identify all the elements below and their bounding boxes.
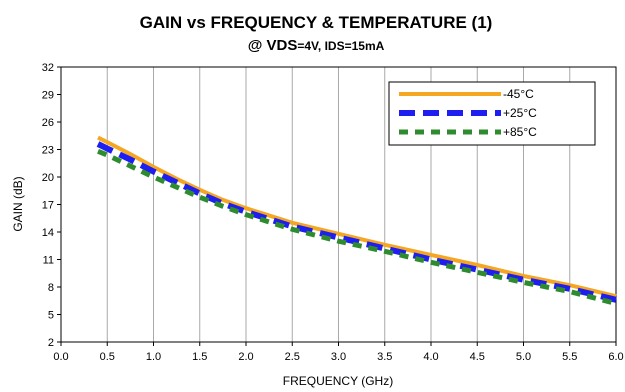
x-axis-label: FREQUENCY (GHz) [283, 374, 393, 388]
x-tick-label: 5.5 [562, 351, 577, 363]
x-tick-label: 5.0 [516, 351, 531, 363]
y-tick-label: 29 [42, 90, 54, 102]
y-tick-label: 17 [42, 200, 54, 212]
legend-label: +25°C [503, 106, 537, 120]
x-tick-label: 0.0 [53, 351, 68, 363]
x-tick-label: 4.5 [470, 351, 485, 363]
series-line-2 [96, 141, 617, 303]
x-tick-label: 1.0 [146, 351, 161, 363]
series-line-1 [97, 135, 617, 299]
chart-title: GAIN vs FREQUENCY & TEMPERATURE (1) [140, 13, 493, 32]
chart-subtitle-suffix: =4V, IDS=15mA [297, 39, 384, 53]
y-tick-label: 20 [42, 172, 54, 184]
x-tick-label: 3.0 [331, 351, 346, 363]
chart-subtitle-prefix: @ VDS [248, 37, 298, 54]
y-axis-label: GAIN (dB) [11, 176, 25, 231]
x-tick-label: 2.5 [285, 351, 300, 363]
legend-label: +85°C [503, 125, 537, 139]
legend-label: -45°C [503, 87, 534, 101]
y-tick-label: 11 [43, 255, 54, 267]
y-tick-label: 23 [42, 145, 54, 157]
y-tick-label: 32 [42, 62, 54, 74]
plot-area: 0.0 0.5 1.0 1.5 2.0 2.5 3.0 3.5 4.0 4.5 5.0 5.5 6.0 2… [42, 62, 624, 363]
y-tick-label: 2 [48, 337, 54, 349]
x-tick-label: 2.0 [238, 351, 253, 363]
y-tick-label: 14 [42, 227, 54, 239]
x-tick-label: 1.5 [192, 351, 207, 363]
x-tick-label: 6.0 [608, 351, 623, 363]
series-line-3 [97, 148, 617, 306]
x-tick-label: 3.5 [377, 351, 392, 363]
y-tick-label: 8 [48, 282, 54, 294]
chart-subtitle: @ VDS=4V, IDS=15mA [248, 37, 385, 54]
legend-box [388, 81, 596, 146]
y-tick-label: 5 [48, 310, 54, 322]
x-tick-label: 0.5 [100, 351, 115, 363]
y-tick-label: 26 [42, 117, 54, 129]
x-tick-label: 4.0 [423, 351, 438, 363]
